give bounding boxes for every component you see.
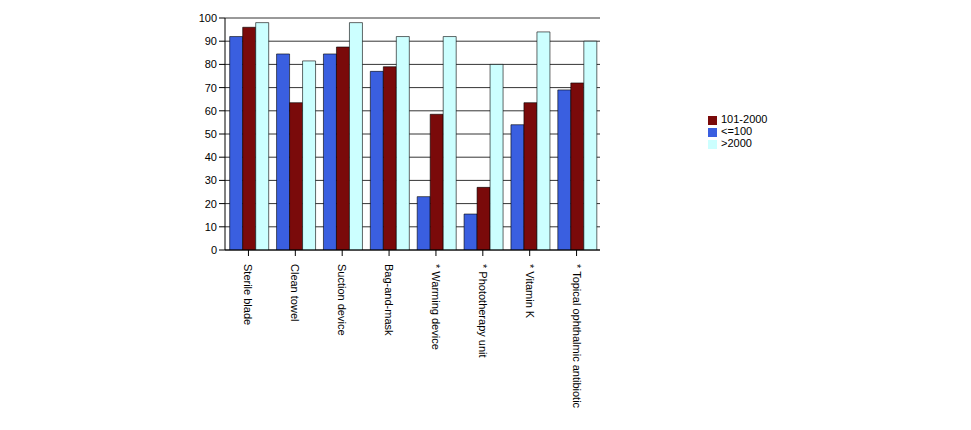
html-text:101-2000: 101-2000 <box>721 113 768 125</box>
svg-text:30: 30 <box>205 174 217 186</box>
svg-text:0: 0 <box>211 244 217 256</box>
svg-text:40: 40 <box>205 151 217 163</box>
html-text:<=100: <=100 <box>721 125 753 137</box>
svg-text:20: 20 <box>205 198 217 210</box>
svg-text:* Phototherapy unit: * Phototherapy unit <box>477 264 489 358</box>
svg-text:50: 50 <box>205 128 217 140</box>
svg-text:Sterile blade: Sterile blade <box>242 264 254 325</box>
svg-text:Suction device: Suction device <box>336 264 348 336</box>
html-text:>2000: >2000 <box>721 137 752 149</box>
svg-text:60: 60 <box>205 105 217 117</box>
svg-text:Clean towel: Clean towel <box>289 264 301 321</box>
svg-text:Bag-and-mask: Bag-and-mask <box>383 264 395 336</box>
svg-text:* Vitamin K: * Vitamin K <box>524 264 536 319</box>
svg-text:90: 90 <box>205 35 217 47</box>
svg-text:70: 70 <box>205 82 217 94</box>
svg-text:100: 100 <box>199 12 217 24</box>
svg-text:* Topical ophthalmic antibioti: * Topical ophthalmic antibiotic <box>571 264 583 409</box>
svg-text:* Warming device: * Warming device <box>430 264 442 350</box>
svg-text:80: 80 <box>205 58 217 70</box>
svg-text:10: 10 <box>205 221 217 233</box>
